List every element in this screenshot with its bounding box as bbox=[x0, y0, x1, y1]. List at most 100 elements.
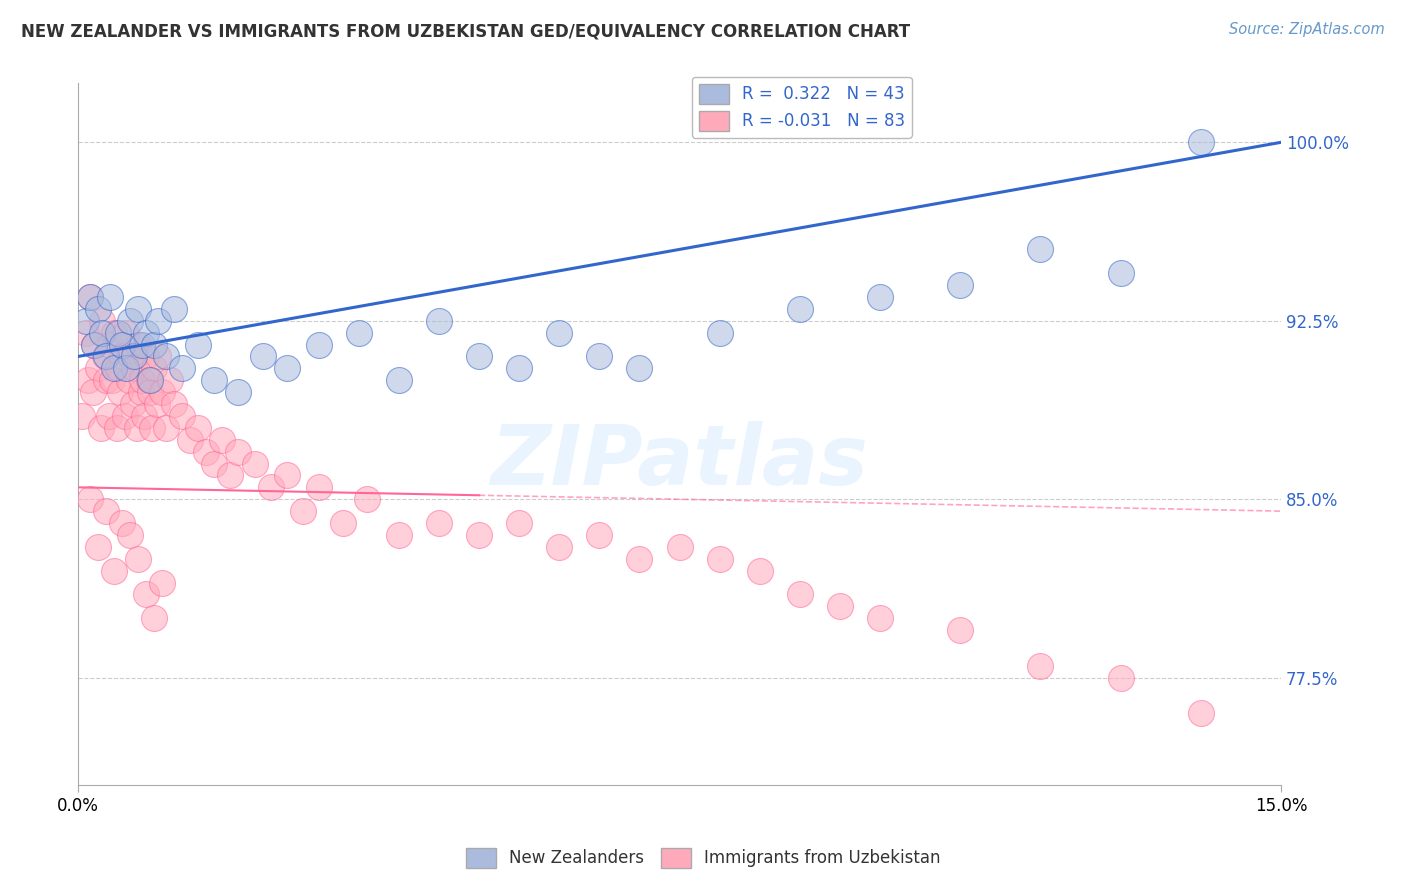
Point bbox=[243, 457, 266, 471]
Point bbox=[103, 326, 125, 340]
Point bbox=[228, 385, 250, 400]
Point bbox=[828, 599, 851, 614]
Point bbox=[132, 409, 155, 423]
Text: Source: ZipAtlas.com: Source: ZipAtlas.com bbox=[1229, 22, 1385, 37]
Text: ZIPatlas: ZIPatlas bbox=[491, 421, 869, 502]
Point bbox=[869, 611, 891, 625]
Point bbox=[83, 337, 105, 351]
Point bbox=[1109, 671, 1132, 685]
Point bbox=[308, 337, 330, 351]
Point bbox=[508, 516, 530, 530]
Point bbox=[70, 409, 93, 423]
Point bbox=[111, 350, 134, 364]
Point bbox=[120, 350, 142, 364]
Point bbox=[141, 421, 163, 435]
Point bbox=[195, 444, 218, 458]
Point bbox=[427, 314, 450, 328]
Point bbox=[252, 350, 274, 364]
Point bbox=[87, 301, 110, 316]
Point bbox=[138, 373, 160, 387]
Point bbox=[1029, 243, 1052, 257]
Point bbox=[120, 528, 142, 542]
Point bbox=[75, 314, 97, 328]
Point bbox=[115, 361, 138, 376]
Point bbox=[709, 326, 731, 340]
Point bbox=[588, 350, 610, 364]
Point bbox=[115, 326, 138, 340]
Point bbox=[98, 290, 121, 304]
Point bbox=[79, 290, 101, 304]
Point bbox=[172, 361, 194, 376]
Legend: R =  0.322   N = 43, R = -0.031   N = 83: R = 0.322 N = 43, R = -0.031 N = 83 bbox=[692, 77, 911, 137]
Point bbox=[79, 290, 101, 304]
Point bbox=[276, 468, 298, 483]
Point bbox=[388, 528, 411, 542]
Point bbox=[101, 373, 124, 387]
Point bbox=[163, 397, 186, 411]
Point bbox=[96, 373, 118, 387]
Point bbox=[468, 350, 491, 364]
Point bbox=[187, 421, 209, 435]
Point bbox=[228, 444, 250, 458]
Point bbox=[159, 373, 181, 387]
Point bbox=[87, 540, 110, 554]
Point bbox=[1189, 136, 1212, 150]
Point bbox=[308, 480, 330, 494]
Point bbox=[97, 409, 120, 423]
Point bbox=[117, 373, 139, 387]
Point bbox=[93, 350, 115, 364]
Point bbox=[135, 587, 157, 601]
Point bbox=[148, 314, 170, 328]
Point bbox=[111, 516, 134, 530]
Point bbox=[219, 468, 242, 483]
Point bbox=[668, 540, 690, 554]
Point bbox=[150, 385, 173, 400]
Point bbox=[628, 551, 651, 566]
Point bbox=[148, 350, 170, 364]
Point bbox=[1109, 266, 1132, 280]
Point bbox=[204, 373, 226, 387]
Point bbox=[869, 290, 891, 304]
Point bbox=[204, 457, 226, 471]
Point bbox=[131, 337, 153, 351]
Point bbox=[127, 337, 149, 351]
Point bbox=[129, 385, 152, 400]
Point bbox=[427, 516, 450, 530]
Point bbox=[709, 551, 731, 566]
Point bbox=[1029, 658, 1052, 673]
Point bbox=[83, 337, 105, 351]
Point bbox=[82, 385, 104, 400]
Point bbox=[628, 361, 651, 376]
Point bbox=[125, 421, 148, 435]
Point bbox=[105, 421, 128, 435]
Point bbox=[163, 301, 186, 316]
Point bbox=[96, 504, 118, 518]
Point bbox=[103, 361, 125, 376]
Point bbox=[122, 361, 145, 376]
Point bbox=[949, 278, 972, 293]
Point bbox=[276, 361, 298, 376]
Point bbox=[187, 337, 209, 351]
Point bbox=[135, 350, 157, 364]
Point bbox=[139, 373, 162, 387]
Point bbox=[143, 337, 166, 351]
Point bbox=[103, 564, 125, 578]
Point bbox=[388, 373, 411, 387]
Point bbox=[143, 611, 166, 625]
Point bbox=[588, 528, 610, 542]
Legend: New Zealanders, Immigrants from Uzbekistan: New Zealanders, Immigrants from Uzbekist… bbox=[458, 841, 948, 875]
Point bbox=[107, 326, 129, 340]
Point bbox=[91, 326, 114, 340]
Point bbox=[90, 421, 112, 435]
Point bbox=[155, 350, 177, 364]
Point bbox=[748, 564, 770, 578]
Point bbox=[121, 397, 143, 411]
Point bbox=[468, 528, 491, 542]
Point bbox=[949, 623, 972, 637]
Point bbox=[111, 337, 134, 351]
Point bbox=[139, 385, 162, 400]
Point bbox=[108, 385, 131, 400]
Point bbox=[548, 540, 571, 554]
Point bbox=[211, 433, 233, 447]
Point bbox=[79, 492, 101, 507]
